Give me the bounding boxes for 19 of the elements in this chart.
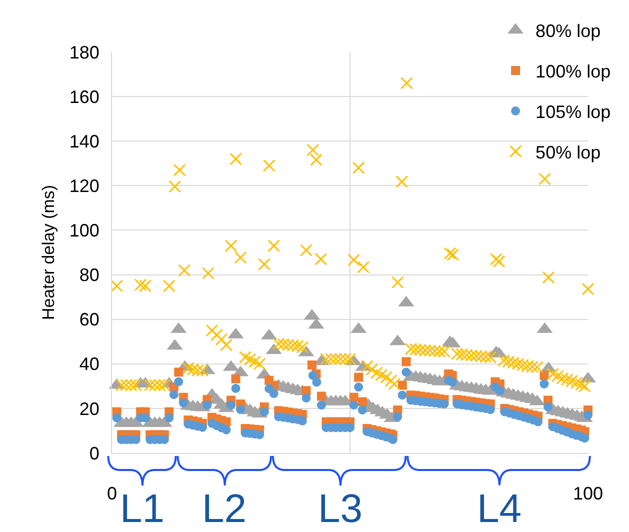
legend-label: 100% lop <box>536 62 611 82</box>
y-tick-label: 100 <box>69 220 100 241</box>
text: L2 <box>202 487 246 531</box>
y-tick-label: 180 <box>69 42 100 62</box>
y-tick-label: 120 <box>69 176 100 196</box>
y-tick-label: 40 <box>79 354 100 374</box>
y-axis-title: Heater delay (ms) <box>38 184 58 320</box>
y-tick-label: 80 <box>79 265 100 286</box>
text: L1 <box>120 487 164 531</box>
y-tick-label: 160 <box>69 86 100 107</box>
text: L3 <box>318 487 362 531</box>
y-tick-label: 20 <box>79 398 100 419</box>
y-tick-label: 140 <box>69 131 100 152</box>
text: L4 <box>477 487 522 531</box>
legend-label: 80% lop <box>536 21 601 42</box>
legend-label: 50% lop <box>536 142 601 162</box>
y-tick-label: 0 <box>89 443 100 464</box>
legend-label: 105% lop <box>536 102 611 122</box>
y-tick-label: 60 <box>79 310 100 330</box>
